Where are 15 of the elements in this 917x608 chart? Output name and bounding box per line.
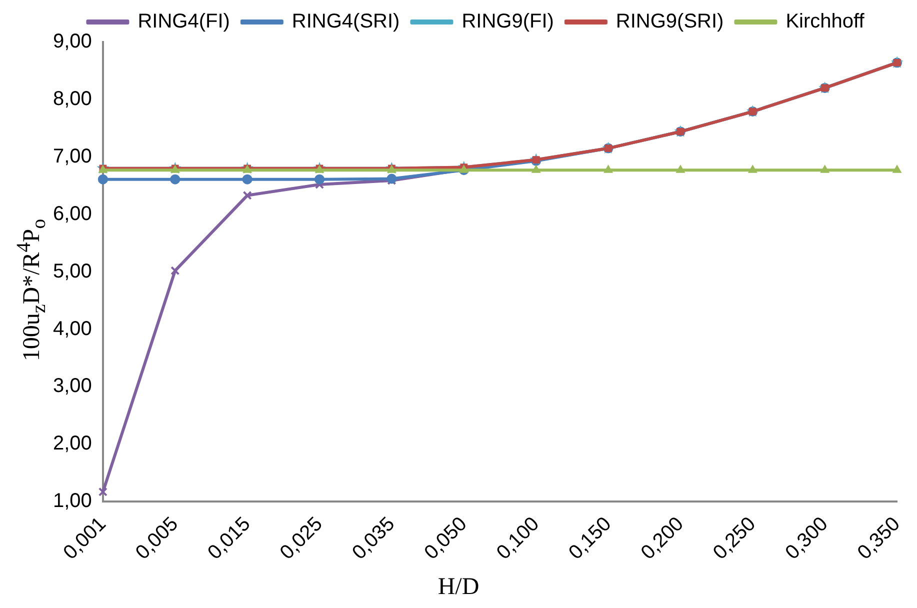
y-tick-label: 7,00 [52, 145, 92, 168]
legend-label: RING4(SRI) [292, 10, 400, 33]
y-tick-label: 9,00 [52, 30, 92, 53]
y-tick-label: 5,00 [52, 260, 92, 282]
legend-label: RING9(SRI) [616, 10, 724, 33]
y-tick-label: 8,00 [52, 88, 92, 110]
x-axis-title: H/D [436, 574, 480, 601]
y-tick-label: 1,00 [52, 490, 92, 512]
legend-label: Kirchhoff [786, 10, 865, 33]
y-tick-label: 6,00 [52, 202, 92, 225]
legend-label: RING9(FI) [462, 10, 554, 33]
y-tick-label: 4,00 [52, 318, 92, 340]
y-tick-label: 3,00 [52, 375, 92, 398]
legend-label: RING4(FI) [138, 10, 230, 33]
y-tick-label: 2,00 [52, 432, 92, 455]
